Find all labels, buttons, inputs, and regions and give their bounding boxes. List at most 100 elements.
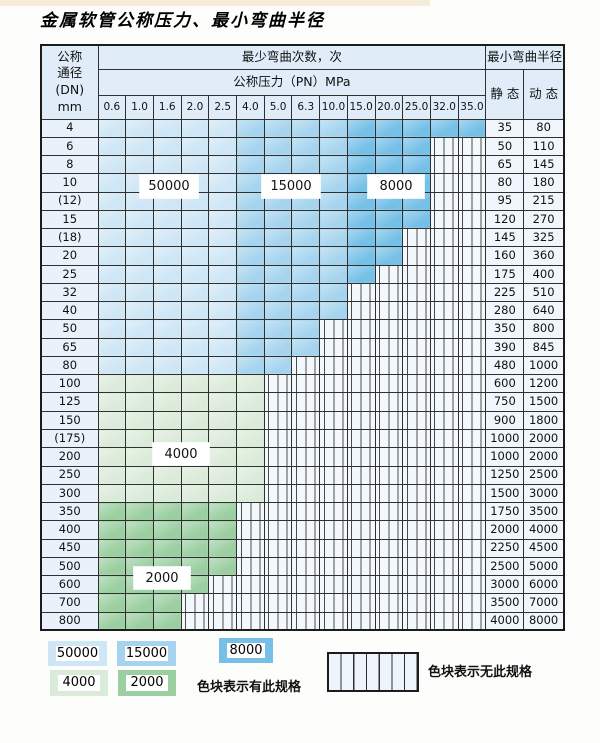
spec-available-cell — [319, 301, 348, 321]
spec-available-cell — [263, 209, 293, 230]
spec-unavailable-cell — [291, 429, 321, 449]
spec-available-cell — [374, 246, 404, 266]
dn-cell: 32 — [40, 282, 99, 303]
spec-available-cell — [291, 209, 321, 230]
legend-swatch-15000-label: 15000 — [125, 645, 168, 662]
spec-available-cell — [97, 410, 127, 431]
spec-unavailable-cell — [457, 611, 487, 631]
pressure-value-header: 4.0 — [236, 94, 265, 120]
spec-available-cell — [346, 155, 376, 175]
spec-unavailable-cell — [263, 575, 293, 595]
spec-available-cell — [125, 593, 154, 613]
dn-cell: 50 — [40, 319, 99, 339]
spec-available-cell — [208, 173, 238, 193]
spec-unavailable-cell — [457, 447, 487, 467]
spec-available-cell — [180, 155, 210, 175]
spec-available-cell — [236, 191, 265, 211]
spec-unavailable-cell — [291, 410, 321, 431]
static-radius-cell: 175 — [485, 264, 525, 284]
spec-unavailable-cell — [319, 611, 348, 631]
spec-available-cell — [125, 246, 154, 266]
spec-unavailable-cell — [457, 520, 487, 540]
spec-unavailable-cell — [374, 447, 404, 467]
static-radius-cell: 2250 — [485, 538, 525, 558]
spec-available-cell — [97, 282, 127, 303]
legend: 50000 15000 8000 4000 2000 色块表示有此规格 色块表示… — [0, 638, 600, 708]
table-row: 500 2500 5000 — [40, 556, 565, 577]
spec-available-cell — [152, 465, 182, 485]
spec-unavailable-cell — [263, 556, 293, 577]
spec-available-cell — [346, 209, 376, 230]
spec-unavailable-cell — [319, 319, 348, 339]
spec-available-cell — [97, 155, 127, 175]
dynamic-radius-cell: 145 — [523, 155, 565, 175]
spec-unavailable-cell — [374, 593, 404, 613]
dn-header-line1: 公称 — [57, 48, 83, 64]
spec-available-cell — [236, 319, 265, 339]
spec-unavailable-cell — [457, 191, 487, 211]
spec-unavailable-cell — [402, 483, 431, 504]
spec-available-cell — [319, 136, 348, 157]
spec-available-cell — [208, 319, 238, 339]
spec-unavailable-cell — [236, 520, 265, 540]
table-row: 80 480 1000 — [40, 355, 565, 376]
spec-unavailable-cell — [263, 447, 293, 467]
spec-unavailable-cell — [346, 520, 376, 540]
dynamic-radius-cell: 110 — [523, 136, 565, 157]
static-radius-cell: 35 — [485, 118, 525, 138]
dynamic-radius-cell: 1000 — [523, 355, 565, 376]
spec-unavailable-cell — [429, 209, 459, 230]
dynamic-radius-cell: 1200 — [523, 374, 565, 394]
spec-unavailable-cell — [429, 410, 459, 431]
spec-unavailable-cell — [263, 502, 293, 522]
dn-cell: 250 — [40, 465, 99, 485]
spec-unavailable-cell — [374, 502, 404, 522]
dn-cell: 300 — [40, 483, 99, 504]
spec-unavailable-cell — [346, 465, 376, 485]
spec-available-cell — [319, 173, 348, 193]
spec-unavailable-cell — [346, 483, 376, 504]
spec-available-cell — [319, 246, 348, 266]
dn-cell: 450 — [40, 538, 99, 558]
spec-available-cell — [125, 155, 154, 175]
spec-unavailable-cell — [402, 410, 431, 431]
spec-available-cell — [236, 209, 265, 230]
static-radius-cell: 160 — [485, 246, 525, 266]
dynamic-radius-cell: 215 — [523, 191, 565, 211]
spec-unavailable-cell — [429, 593, 459, 613]
spec-available-cell — [208, 246, 238, 266]
dn-header-line4: mm — [57, 99, 82, 115]
spec-available-cell — [263, 282, 293, 303]
spec-available-cell — [125, 337, 154, 357]
spec-available-cell — [263, 319, 293, 339]
spec-available-cell — [291, 264, 321, 284]
spec-unavailable-cell — [457, 538, 487, 558]
spec-available-cell — [180, 136, 210, 157]
spec-available-cell — [263, 337, 293, 357]
spec-unavailable-cell — [374, 556, 404, 577]
spec-available-cell — [125, 447, 154, 467]
spec-unavailable-cell — [208, 593, 238, 613]
spec-unavailable-cell — [374, 337, 404, 357]
static-radius-cell: 1250 — [485, 465, 525, 485]
spec-available-cell — [180, 520, 210, 540]
spec-unavailable-cell — [402, 264, 431, 284]
spec-available-cell — [97, 593, 127, 613]
spec-unavailable-cell — [208, 575, 238, 595]
spec-available-cell — [97, 228, 127, 248]
spec-available-cell — [208, 355, 238, 376]
spec-unavailable-cell — [457, 173, 487, 193]
spec-available-cell — [208, 264, 238, 284]
static-radius-cell: 1000 — [485, 447, 525, 467]
dynamic-radius-cell: 4000 — [523, 520, 565, 540]
dn-cell: 800 — [40, 611, 99, 631]
spec-available-cell — [152, 538, 182, 558]
spec-available-cell — [97, 209, 127, 230]
static-radius-cell: 900 — [485, 410, 525, 431]
spec-unavailable-cell — [402, 228, 431, 248]
spec-unavailable-cell — [429, 136, 459, 157]
spec-unavailable-cell — [291, 556, 321, 577]
spec-unavailable-cell — [374, 392, 404, 412]
spec-available-cell — [180, 282, 210, 303]
spec-available-cell — [152, 410, 182, 431]
